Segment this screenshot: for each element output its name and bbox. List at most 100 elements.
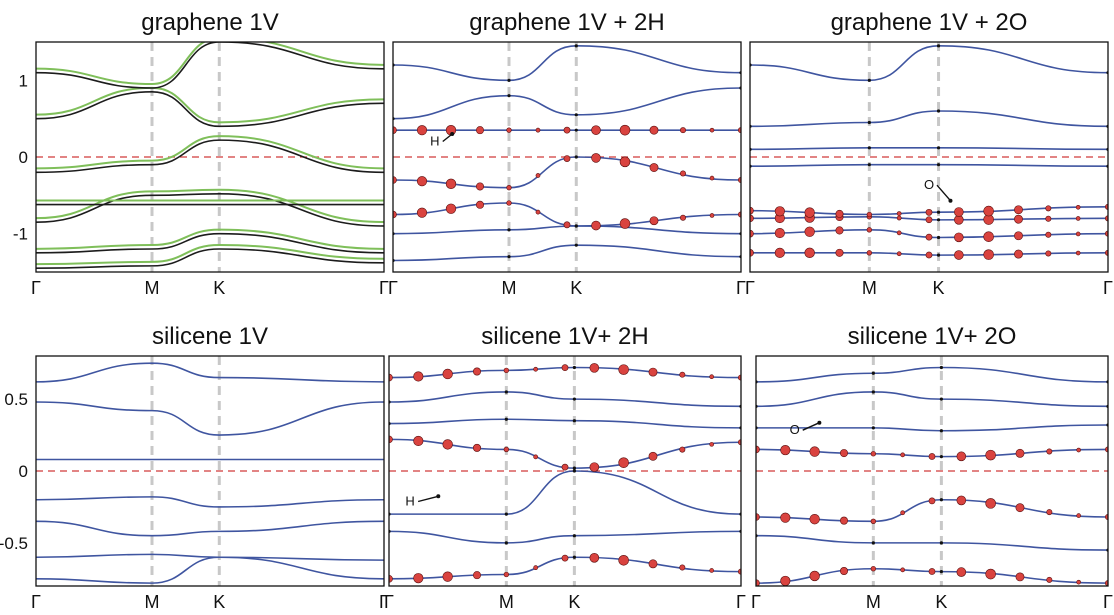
projection-marker (983, 249, 994, 260)
projection-marker (750, 214, 754, 223)
bands (750, 44, 1108, 260)
band-point (574, 224, 578, 228)
projection-marker (535, 209, 541, 215)
band-line (389, 418, 741, 429)
projection-marker (416, 207, 428, 218)
projection-marker (475, 182, 485, 191)
x-tick-label: Γ (736, 278, 746, 298)
projection-marker (839, 566, 849, 576)
x-tick-label: Γ (1103, 278, 1113, 298)
projection-marker (983, 205, 994, 217)
band-line-spin-up (36, 243, 384, 266)
band-line-spin-up (36, 42, 384, 86)
band-point (507, 78, 511, 82)
projection-marker (393, 176, 397, 184)
panel-frame (392, 41, 742, 273)
band-point (504, 390, 508, 394)
band-point (867, 146, 871, 150)
projection-marker (804, 247, 815, 258)
band-line (36, 553, 384, 561)
projection-marker (389, 435, 393, 444)
projection-marker (750, 206, 754, 215)
band-line-spin-up (36, 86, 384, 124)
projection-marker (506, 200, 512, 206)
projection-marker (442, 368, 453, 380)
annotation-arrow (442, 133, 453, 143)
projection-marker (804, 226, 815, 237)
band-point (507, 94, 511, 98)
projection-marker (393, 210, 397, 219)
projection-marker (533, 454, 539, 460)
projection-marker (774, 228, 785, 239)
band-line (36, 42, 384, 89)
projection-marker (442, 571, 453, 582)
x-tick-label: M (145, 592, 160, 610)
projection-marker (679, 564, 686, 571)
bands (36, 362, 384, 584)
projection-marker (589, 363, 600, 373)
x-tick-label: M (502, 278, 517, 298)
band-point (867, 78, 871, 82)
projection-marker (956, 495, 967, 506)
projection-marker (839, 516, 849, 525)
projection-marker (1075, 250, 1081, 256)
projection-marker (648, 559, 658, 569)
band-line (750, 146, 1108, 151)
y-tick-label: -0.5 (0, 534, 28, 553)
projection-marker (956, 567, 967, 577)
band-line (756, 391, 1108, 408)
projection-marker (533, 565, 539, 571)
projection-marker (503, 367, 509, 374)
x-tick-label: Γ (31, 592, 41, 610)
band-point (574, 128, 578, 132)
panel-5: silicene 1V+ 2H H Γ M K Γ (384, 323, 746, 612)
projection-marker (563, 155, 571, 162)
band-line (36, 139, 384, 174)
x-tick-label: M (145, 278, 160, 298)
projection-marker (756, 579, 760, 586)
band-point (572, 555, 576, 559)
projection-marker (1045, 231, 1052, 238)
band-point (867, 120, 871, 125)
band-point (939, 429, 943, 433)
projection-marker (900, 567, 906, 573)
panel-3: graphene 1V + 2O O Γ M K Γ (745, 9, 1113, 298)
band-line (750, 110, 1108, 128)
projection-marker (709, 442, 714, 447)
projection-marker (780, 575, 791, 586)
projection-marker (928, 453, 936, 460)
projection-marker (1045, 215, 1052, 222)
annotation-arrow-head (948, 198, 953, 203)
band-point (939, 570, 943, 574)
projection-marker (561, 463, 569, 471)
band-point (574, 243, 578, 247)
band-line (393, 244, 741, 262)
projection-marker (900, 510, 906, 516)
band-line (756, 366, 1108, 383)
projection-marker (1045, 250, 1052, 257)
panel-frame (749, 41, 1109, 273)
projection-marker (506, 127, 512, 133)
projection-marker (503, 446, 509, 453)
projection-marker (648, 451, 658, 461)
projection-marker (1075, 231, 1081, 237)
projection-marker (983, 231, 994, 242)
annotation-arrow-head (817, 420, 822, 425)
x-tick-label: K (213, 592, 225, 610)
projection-marker (870, 566, 876, 572)
band-line (393, 225, 741, 235)
band-point (936, 146, 941, 150)
projection-marker (870, 518, 876, 524)
projection-marker (709, 175, 715, 181)
panel-6: silicene 1V+ 2O O Γ M K Γ (751, 323, 1113, 612)
projection-marker (649, 216, 659, 226)
band-line (750, 163, 1108, 167)
projection-marker (389, 575, 393, 583)
annotation-label: H (405, 494, 414, 509)
band-point (936, 218, 941, 222)
projection-marker (475, 126, 485, 135)
band-point (504, 417, 508, 421)
band-point (871, 426, 875, 430)
